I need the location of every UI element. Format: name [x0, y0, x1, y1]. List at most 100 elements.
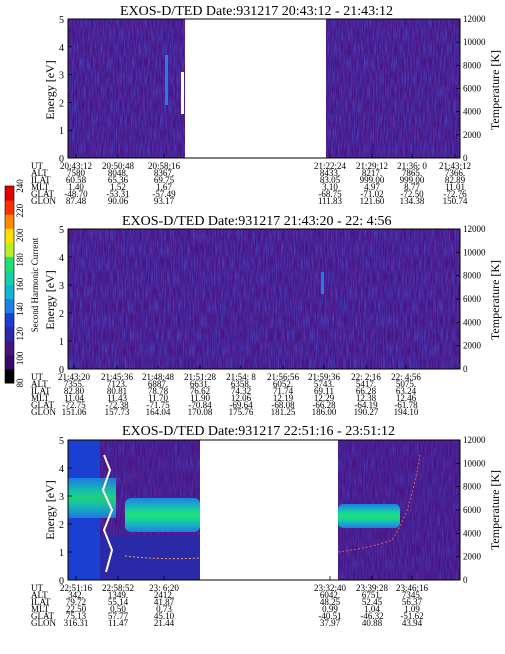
table-cell: 11.70 — [148, 393, 168, 403]
table-cell: 57.77 — [108, 611, 129, 621]
table-cell: 8433. — [320, 168, 340, 178]
panel-2-y2label: Temperature [K] — [488, 260, 502, 340]
table-cell: 20:50:48 — [102, 161, 135, 171]
colorbar-tick-label: 180 — [15, 253, 25, 267]
table-cell: -72.76 — [443, 189, 467, 199]
panel-3-y2ticks: 0 2000 4000 6000 8000 10000 12000 — [456, 435, 486, 585]
table-cell: -61.78 — [394, 400, 418, 410]
panel-1-y2ticks: 0 2000 4000 6000 8000 10000 12000 — [456, 14, 486, 163]
colorbar-ticks: 80 100 120 140 160 180 200 220 240 — [15, 179, 25, 388]
table-cell: 45.10 — [154, 611, 175, 621]
table-cell: 12.38 — [356, 393, 377, 403]
table-cell: -71.75 — [146, 400, 170, 410]
temperature-tick-label: 10000 — [463, 247, 486, 257]
table-cell: 22: 2:16 — [351, 372, 381, 382]
panel-1-temp-mark — [181, 72, 184, 114]
panel-1-ylabel: Energy [eV] — [43, 60, 57, 119]
table-cell: 2412. — [154, 590, 174, 600]
temperature-tick-label: 8000 — [463, 482, 482, 492]
colorbar-tick-label: 200 — [15, 228, 25, 242]
table-cell: 21:51:28 — [184, 372, 217, 382]
colorbar-cell — [5, 354, 14, 370]
panel-3-data-gap — [200, 440, 338, 580]
table-cell: 316.31 — [64, 618, 89, 628]
table-cell: 21:48:48 — [142, 372, 175, 382]
table-cell: 63.24 — [396, 386, 417, 396]
table-cell: 21.44 — [154, 618, 175, 628]
table-cell: 60.58 — [66, 175, 87, 185]
temperature-tick-label: 0 — [463, 364, 468, 374]
table-cell: -70.84 — [188, 400, 212, 410]
temperature-tick-label: 12000 — [463, 435, 486, 445]
colorbar-tick-label: 140 — [15, 302, 25, 316]
table-cell: 342. — [68, 590, 84, 600]
panel-3-y2label: Temperature [K] — [488, 470, 502, 550]
table-cell: 999.00 — [360, 175, 385, 185]
colorbar-cells — [5, 186, 14, 384]
colorbar-cell — [5, 228, 14, 243]
table-cell: 1.52 — [110, 182, 126, 192]
table-row-label: GLON — [31, 407, 56, 417]
table-row-label: GLON — [31, 196, 56, 206]
colorbar-tick-label: 220 — [15, 203, 25, 217]
colorbar-frame — [4, 185, 15, 384]
table-cell: 190.27 — [354, 407, 379, 417]
table-cell: 8217. — [362, 168, 382, 178]
temperature-tick-label: 0 — [463, 575, 468, 585]
table-cell: 175.76 — [229, 407, 254, 417]
colorbar-tick-label: 240 — [15, 179, 25, 193]
table-row-label: UT — [31, 161, 43, 171]
panel-2-streak — [321, 272, 324, 294]
table-cell: 6751. — [362, 590, 382, 600]
table-cell: 21:22:24 — [314, 161, 347, 171]
table-cell: 76.62 — [190, 386, 210, 396]
colorbar-cell — [5, 242, 14, 257]
table-cell: 66.28 — [356, 386, 377, 396]
table-cell: 7123. — [107, 379, 127, 389]
table-cell: 22:51:16 — [60, 583, 93, 593]
table-row-label: ALT — [31, 168, 48, 178]
temperature-tick-label: 6000 — [463, 84, 482, 94]
colorbar-tick-label: 80 — [15, 378, 25, 388]
colorbar-tick-label: 100 — [15, 351, 25, 365]
table-cell: 82.80 — [64, 386, 85, 396]
table-cell: 7345. — [402, 590, 422, 600]
panel-3-title: EXOS-D/TED Date:931217 22:51:16 - 23:51:… — [122, 424, 395, 439]
panel-3-temp-curve-left — [124, 555, 201, 560]
panel-1-data-gap — [185, 19, 326, 158]
panel-2-ylabel: Energy [eV] — [43, 270, 57, 329]
energy-tick-label: 4 — [59, 253, 64, 264]
table-row-label: ALT — [31, 590, 48, 600]
colorbar-cell — [5, 186, 14, 201]
table-cell: 21:43:12 — [439, 161, 471, 171]
table-cell: 5417. — [356, 379, 376, 389]
colorbar-cell — [5, 368, 14, 384]
table-cell: -68.75 — [318, 189, 342, 199]
table-cell: 181.25 — [271, 407, 296, 417]
table-cell: 21:45:36 — [101, 372, 134, 382]
table-cell: 90.06 — [108, 196, 129, 206]
table-cell: 55.14 — [108, 597, 129, 607]
colorbar-cell — [5, 284, 14, 300]
temperature-tick-label: 4000 — [463, 107, 482, 117]
table-cell: 121.60 — [360, 196, 385, 206]
table-row-label: UT — [31, 583, 43, 593]
table-cell: 22:58:52 — [102, 583, 134, 593]
table-cell: 111.83 — [318, 196, 343, 206]
table-cell: 1.09 — [404, 604, 420, 614]
table-row-label: MLT — [31, 393, 50, 403]
table-cell: 0.73 — [156, 604, 172, 614]
energy-tick-label: 3 — [59, 281, 64, 292]
temperature-tick-label: 0 — [463, 153, 468, 163]
panel-2: EXOS-D/TED Date:931217 21:43:20 - 22: 4:… — [31, 214, 502, 417]
table-cell: -40.51 — [318, 611, 341, 621]
panel-2-yticks: 0 1 2 3 4 5 — [59, 225, 72, 376]
table-cell: -66.28 — [312, 400, 336, 410]
table-cell: 7580 — [67, 168, 86, 178]
temperature-tick-label: 8000 — [463, 60, 482, 70]
temperature-tick-label: 2000 — [463, 130, 482, 140]
table-cell: 151.06 — [62, 407, 87, 417]
table-cell: -53.31 — [106, 189, 129, 199]
table-cell: 12.06 — [231, 393, 252, 403]
